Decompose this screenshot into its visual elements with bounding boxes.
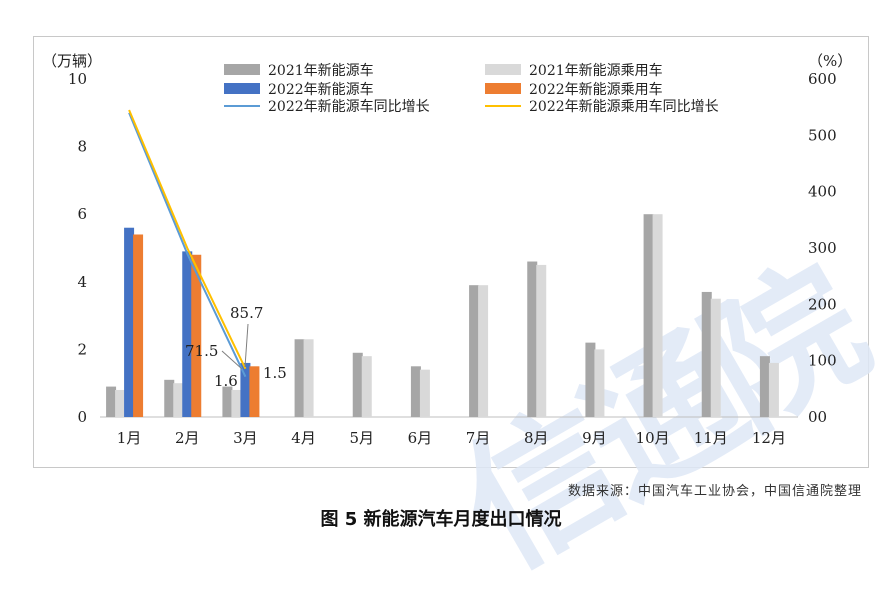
- legend-label: 2022年新能源车: [268, 81, 374, 98]
- x-tick-label: 4月: [291, 429, 316, 447]
- x-tick-label: 7月: [466, 429, 491, 447]
- bar: [294, 339, 305, 417]
- y-left-tick-label: 6: [77, 205, 87, 223]
- source-note: 数据来源：中国汽车工业协会，中国信通院整理: [567, 484, 862, 499]
- bar: [419, 369, 430, 417]
- bar: [410, 366, 421, 417]
- x-tick-label: 12月: [752, 429, 786, 447]
- x-tick-label: 6月: [408, 429, 433, 447]
- y-right-tick-label: 300: [808, 239, 837, 257]
- growth-lines: [128, 109, 247, 378]
- growth-line: [128, 112, 247, 378]
- legend-label: 2021年新能源车: [268, 62, 374, 79]
- x-tick-label: 9月: [582, 429, 607, 447]
- y-right-tick-label: 400: [808, 183, 837, 201]
- legend-swatch: [485, 64, 521, 75]
- y-left-tick-label: 10: [68, 70, 87, 88]
- bar: [701, 291, 712, 417]
- legend: 2021年新能源车 2021年新能源乘用车 2022年新能源车 2022年新能源乘用车…: [224, 62, 719, 115]
- annotations: 85.7 71.5 1.6 1.5: [185, 304, 287, 390]
- bar: [643, 214, 654, 417]
- bar: [173, 383, 184, 417]
- chart-frame: [33, 36, 869, 468]
- bar: [231, 389, 242, 417]
- y-left-axis-label: （万辆）: [42, 52, 102, 70]
- bar: [240, 362, 251, 417]
- y-right-tick-label: 00: [808, 408, 827, 426]
- bar: [527, 261, 538, 417]
- bar: [710, 298, 721, 417]
- bar: [106, 386, 117, 417]
- x-tick-label: 3月: [233, 429, 258, 447]
- y-left-tick-label: 4: [77, 273, 87, 291]
- figure-caption: 图 5 新能源汽车月度出口情况: [320, 509, 562, 530]
- y-right-tick-label: 500: [808, 126, 837, 144]
- data-label: 1.5: [263, 364, 287, 382]
- bar: [222, 386, 233, 417]
- y-right-tick-label: 200: [808, 295, 837, 313]
- bar: [478, 285, 489, 417]
- bars: [106, 214, 779, 417]
- bar: [249, 366, 260, 417]
- legend-swatch: [224, 64, 260, 75]
- growth-line: [128, 109, 247, 370]
- x-tick-label: 10月: [636, 429, 670, 447]
- bar: [585, 342, 596, 417]
- bar: [124, 227, 135, 417]
- bar: [191, 254, 202, 417]
- bar: [469, 285, 480, 417]
- legend-label: 2022年新能源乘用车同比增长: [529, 98, 719, 115]
- bar: [652, 214, 663, 417]
- y-left-tick-label: 0: [77, 408, 87, 426]
- axes: 0 2 4 6 8 10 00 100 200 300 400 500 600 1月 2月 3月 4月 5月 6月 7…: [68, 70, 837, 447]
- y-left-tick-label: 8: [77, 138, 87, 156]
- x-tick-label: 2月: [175, 429, 200, 447]
- legend-label: 2022年新能源乘用车: [529, 81, 663, 98]
- leader-line: [221, 350, 243, 370]
- x-tick-label: 1月: [117, 429, 142, 447]
- leader-line: [244, 323, 249, 368]
- x-tick-label: 11月: [694, 429, 728, 447]
- bar: [133, 234, 144, 417]
- chart-canvas: （万辆） （%） 0 2 4 6 8 10 00 100 200 300 400 500 600 1月 2月…: [42, 52, 852, 447]
- bar: [594, 349, 605, 417]
- bar: [115, 389, 126, 417]
- bar: [164, 379, 175, 417]
- y-right-tick-label: 600: [808, 70, 837, 88]
- legend-swatch: [224, 83, 260, 94]
- bar: [352, 352, 363, 417]
- bar: [768, 362, 779, 417]
- data-label: 71.5: [185, 342, 218, 360]
- legend-label: 2022年新能源车同比增长: [268, 98, 430, 115]
- legend-swatch: [485, 83, 521, 94]
- x-tick-label: 8月: [524, 429, 549, 447]
- bar: [361, 356, 372, 417]
- y-right-axis-label: （%）: [808, 52, 852, 70]
- y-right-tick-label: 100: [808, 352, 837, 370]
- data-label: 85.7: [230, 304, 263, 322]
- bar: [182, 251, 193, 417]
- legend-label: 2021年新能源乘用车: [529, 62, 663, 79]
- x-tick-label: 5月: [349, 429, 374, 447]
- bar: [536, 264, 547, 417]
- data-label: 1.6: [214, 372, 238, 390]
- y-left-tick-label: 2: [77, 340, 87, 358]
- bar: [759, 356, 770, 417]
- bar: [303, 339, 314, 417]
